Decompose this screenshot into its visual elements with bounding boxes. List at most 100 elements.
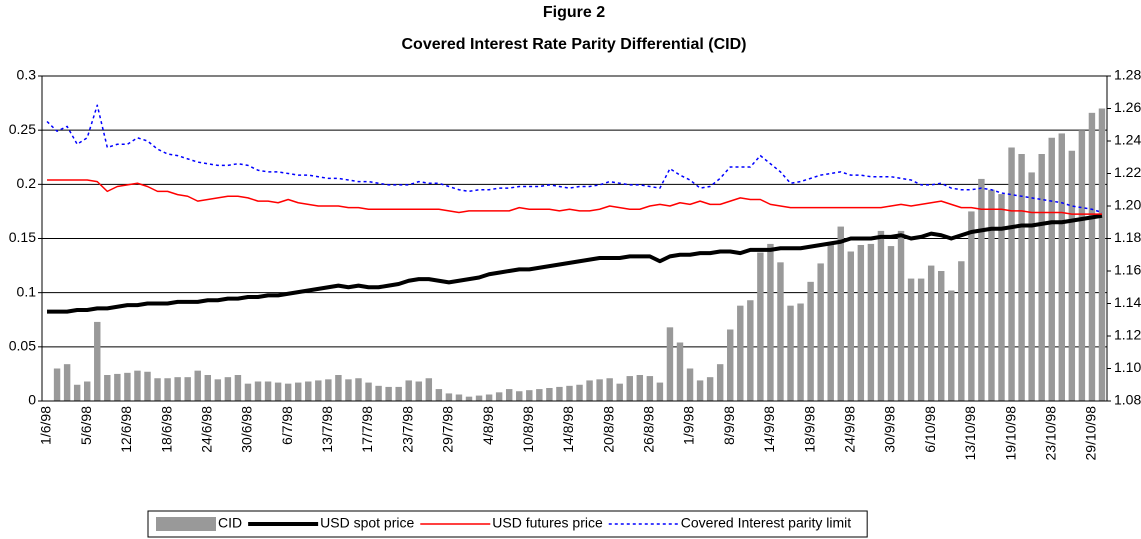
bar: [204, 375, 211, 401]
x-tick-label: 8/9/98: [721, 406, 737, 445]
bar: [907, 278, 915, 401]
line: [46, 104, 1103, 214]
bar: [1028, 172, 1035, 401]
bar: [194, 370, 201, 401]
bar: [355, 378, 362, 401]
bar: [576, 384, 583, 401]
x-tick-label: 18/6/98: [158, 406, 174, 453]
bar: [606, 378, 613, 401]
bar: [154, 378, 161, 401]
x-tick-label: 13/10/98: [962, 406, 978, 461]
bar: [636, 375, 644, 401]
bar: [1018, 154, 1025, 401]
bar: [325, 379, 332, 401]
bar: [1068, 150, 1076, 401]
bar: [365, 382, 372, 401]
bar: [214, 379, 222, 401]
y2-tick-label: 1.08: [1114, 392, 1141, 408]
bar: [445, 393, 453, 401]
bar: [53, 368, 61, 401]
bar: [1008, 147, 1015, 401]
bar: [797, 303, 804, 401]
x-tick-label: 26/8/98: [641, 406, 657, 453]
bar: [134, 370, 141, 401]
bar: [656, 382, 664, 401]
bar: [706, 377, 714, 401]
x-tick-label: 1/9/98: [681, 406, 697, 445]
bar: [495, 392, 503, 401]
bar: [566, 385, 573, 401]
bar: [546, 388, 553, 401]
bar: [536, 389, 543, 401]
bar: [164, 378, 171, 401]
bar: [234, 375, 242, 401]
bar: [395, 386, 402, 401]
bar: [727, 329, 734, 401]
bar: [616, 383, 623, 401]
y2-tick-label: 1.18: [1114, 229, 1141, 245]
bar: [114, 373, 121, 401]
x-tick-label: 19/10/98: [1002, 406, 1018, 461]
bar: [375, 385, 382, 401]
y2-tick-label: 1.20: [1114, 197, 1141, 213]
legend-label: CID: [218, 515, 242, 531]
bar: [757, 252, 764, 401]
y2-tick-label: 1.24: [1114, 132, 1141, 148]
x-tick-label: 29/10/98: [1083, 406, 1099, 461]
bar: [827, 242, 834, 401]
y-tick-label: 0.05: [9, 338, 36, 354]
bar: [94, 321, 101, 401]
y2-tick-label: 1.22: [1114, 164, 1141, 180]
bar: [244, 383, 252, 401]
bar: [1088, 112, 1096, 401]
bar: [646, 376, 654, 401]
bar: [958, 261, 965, 401]
y2-tick-label: 1.16: [1114, 262, 1141, 278]
bar: [686, 368, 694, 401]
x-tick-label: 6/7/98: [279, 406, 295, 445]
bar: [174, 377, 181, 401]
bar: [294, 382, 302, 401]
y-tick-label: 0.2: [17, 175, 37, 191]
bar: [526, 390, 533, 401]
y-tick-label: 0: [28, 392, 36, 408]
x-tick-label: 29/7/98: [440, 406, 456, 453]
y2-tick-label: 1.26: [1114, 99, 1141, 115]
y2-tick-label: 1.28: [1114, 67, 1141, 83]
bar: [405, 380, 412, 401]
legend-label: Covered Interest parity limit: [681, 515, 852, 531]
x-tick-label: 6/10/98: [922, 406, 938, 453]
bar: [837, 226, 844, 401]
bar: [807, 281, 814, 401]
bar: [777, 262, 784, 401]
bar: [767, 243, 774, 401]
bar: [465, 396, 473, 401]
bar: [144, 371, 151, 401]
bar: [696, 380, 704, 401]
bar: [284, 383, 292, 401]
bar: [887, 246, 895, 401]
y2-tick-label: 1.10: [1114, 359, 1141, 375]
bar: [1078, 130, 1086, 401]
x-tick-label: 1/6/98: [38, 406, 54, 445]
chart-subtitle: Covered Interest Rate Parity Differentia…: [402, 36, 747, 53]
y-tick-label: 0.25: [9, 121, 36, 137]
legend-box: [147, 510, 868, 538]
bar: [596, 379, 603, 401]
bar: [335, 375, 342, 401]
line: [47, 213, 1103, 314]
bar: [104, 375, 111, 401]
bar: [264, 381, 272, 401]
bar: [586, 380, 593, 401]
legend-swatch: [156, 517, 216, 531]
x-tick-label: 30/6/98: [239, 406, 255, 453]
x-tick-label: 4/8/98: [480, 406, 496, 445]
bar: [224, 377, 232, 401]
bar: [415, 381, 422, 401]
bar: [787, 305, 794, 401]
y-tick-label: 0.15: [9, 229, 36, 245]
y-tick-label: 0.3: [17, 67, 37, 83]
bar: [425, 378, 433, 401]
x-tick-label: 20/8/98: [600, 406, 616, 453]
